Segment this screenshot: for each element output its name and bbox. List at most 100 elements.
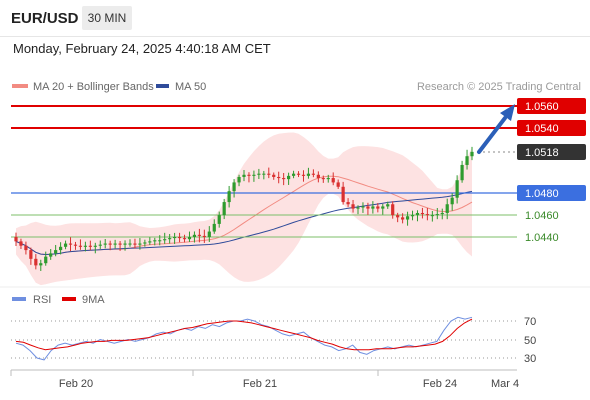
candle-body	[336, 182, 340, 187]
candle-body	[460, 164, 464, 181]
chart-datetime: Monday, February 24, 2025 4:40:18 AM CET	[13, 41, 271, 56]
rsi-line	[15, 316, 473, 361]
rsi-legend-swatch	[12, 297, 26, 301]
candle-body	[301, 174, 306, 176]
candle-body	[197, 234, 201, 236]
symbol-title: EUR/USD	[11, 10, 79, 27]
candle-body	[391, 204, 395, 216]
candle-body	[88, 245, 92, 247]
resistance-1-badge	[517, 120, 586, 136]
support-2-label: 1.0440	[525, 232, 559, 244]
resistance-2-label: 1.0560	[525, 101, 559, 113]
candle-body	[227, 191, 231, 203]
candle-body	[207, 231, 211, 237]
candle-body	[405, 216, 410, 220]
candle-body	[118, 243, 122, 245]
candle-body	[366, 206, 370, 209]
candle-body	[252, 174, 256, 176]
candle-body	[247, 174, 251, 176]
candle-body	[351, 204, 355, 209]
candle-body	[282, 178, 286, 180]
candle-body	[123, 243, 127, 245]
bollinger-band	[16, 132, 472, 286]
candle-body	[39, 263, 43, 266]
header-bar: EUR/USD 30 MIN	[0, 0, 590, 37]
candle-body	[291, 173, 296, 176]
candle-body	[267, 173, 271, 175]
ma50-legend-swatch	[156, 84, 169, 88]
candle-body	[54, 250, 58, 254]
candle-body	[287, 175, 291, 180]
candle-body	[143, 242, 147, 244]
rsi-ma-legend-swatch	[62, 297, 76, 301]
pivot-badge	[517, 185, 586, 201]
candle-body	[232, 182, 236, 192]
candle-body	[410, 215, 415, 217]
timeframe-button[interactable]: 30 MIN	[82, 6, 132, 30]
candle-body	[277, 176, 281, 179]
candle-body	[73, 244, 78, 246]
candle-body	[396, 215, 400, 218]
candle-body	[24, 245, 28, 251]
ma50-legend-label: MA 50	[175, 81, 206, 93]
forecast-arrow	[477, 104, 515, 154]
candles-group	[14, 146, 474, 271]
candle-body	[242, 174, 246, 177]
candle-body	[68, 243, 73, 245]
candle-body	[311, 173, 315, 175]
resistance-1-label: 1.0540	[525, 123, 559, 135]
ma20-legend-label: MA 20 + Bollinger Bands	[33, 81, 154, 93]
candle-body	[376, 206, 380, 209]
candle-body	[455, 180, 459, 198]
candle-body	[440, 212, 444, 215]
candle-body	[262, 173, 266, 175]
candle-body	[212, 223, 216, 232]
candle-body	[14, 237, 18, 242]
candle-body	[59, 246, 63, 251]
last-price-badge	[517, 144, 586, 160]
candle-body	[153, 240, 157, 242]
candle-body	[341, 186, 345, 203]
candle-body	[296, 173, 301, 175]
rsi-tick-30: 30	[524, 353, 536, 365]
candle-body	[113, 243, 117, 245]
candle-body	[371, 206, 375, 209]
rsi-tick-70: 70	[524, 316, 536, 328]
candle-body	[386, 204, 390, 207]
resistance-2-badge	[517, 98, 586, 114]
candle-body	[415, 212, 420, 216]
candle-body	[321, 178, 325, 180]
ma20-legend-swatch	[12, 84, 28, 88]
last-price-label: 1.0518	[525, 147, 559, 159]
candle-body	[83, 245, 87, 247]
candle-body	[356, 207, 360, 209]
research-credit: Research © 2025 Trading Central	[417, 81, 581, 93]
candle-body	[182, 238, 187, 240]
candle-body	[63, 243, 68, 247]
candle-body	[401, 217, 405, 220]
candle-body	[445, 204, 449, 213]
candle-body	[381, 206, 385, 209]
candle-body	[272, 174, 276, 177]
candle-body	[108, 243, 112, 245]
x-tick-label: Mar 4	[491, 378, 519, 390]
candle-body	[237, 176, 241, 183]
candle-body	[78, 245, 83, 247]
rsi-legend-label: RSI	[33, 294, 51, 306]
candle-body	[49, 253, 53, 257]
candle-body	[128, 243, 132, 245]
candle-body	[34, 258, 38, 266]
pivot-label: 1.0480	[525, 188, 559, 200]
candle-body	[450, 197, 454, 205]
candle-body	[187, 237, 192, 240]
candle-body	[98, 244, 102, 246]
candle-body	[168, 238, 172, 240]
rsi-ma-legend-label: 9MA	[82, 294, 105, 306]
candle-body	[435, 214, 439, 216]
candle-body	[103, 243, 107, 245]
candle-body	[177, 237, 182, 239]
candle-body	[173, 237, 177, 239]
candle-body	[346, 202, 350, 205]
candle-body	[470, 151, 474, 157]
